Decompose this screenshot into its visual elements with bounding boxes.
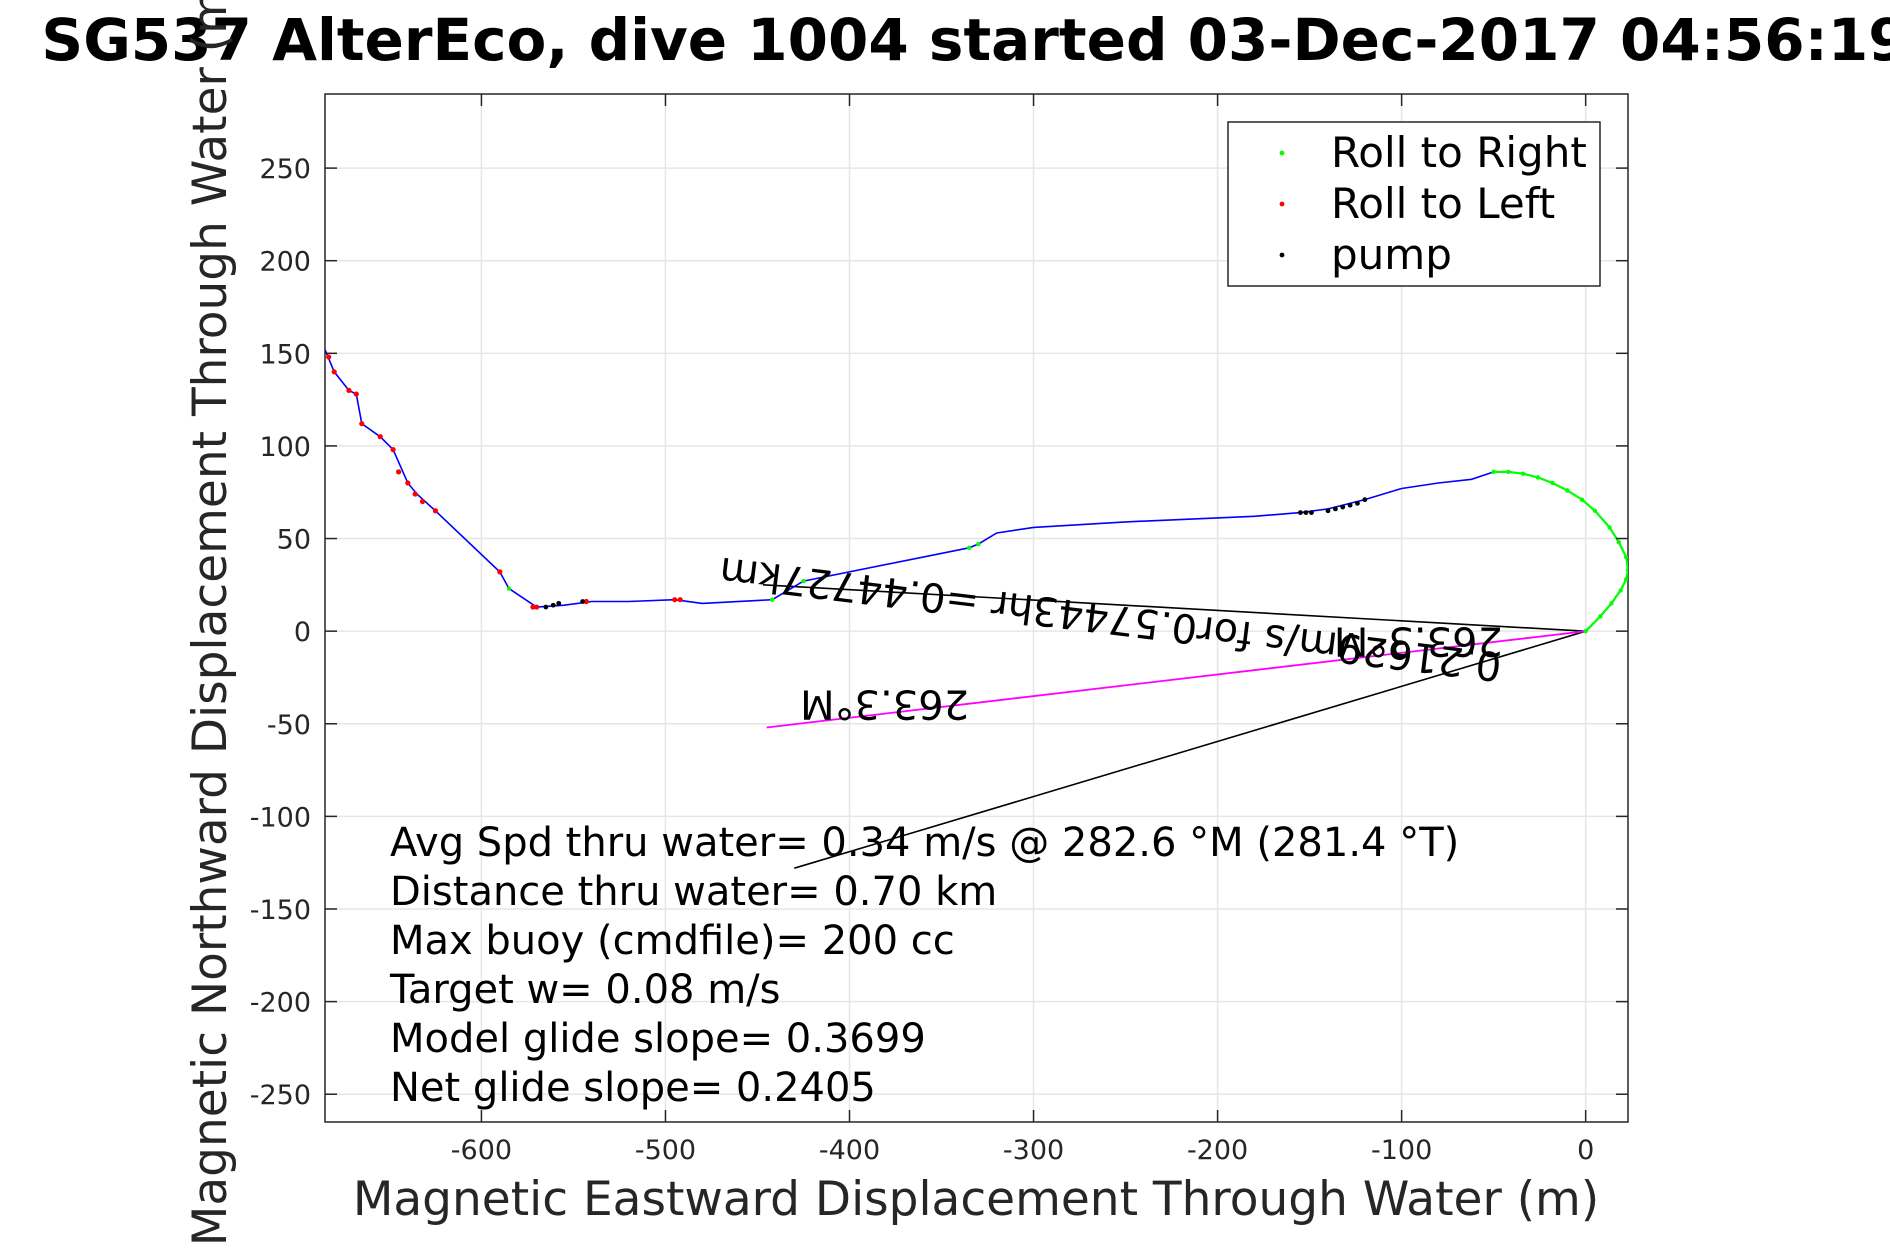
stat-line: Avg Spd thru water= 0.34 m/s @ 282.6 °M … bbox=[390, 820, 1459, 866]
roll-right-point bbox=[1520, 471, 1526, 476]
rotated-annotation: 263.3°M bbox=[1334, 617, 1503, 663]
roll-left-point bbox=[412, 491, 418, 497]
legend-box bbox=[1227, 121, 1601, 287]
legend-marker bbox=[1279, 252, 1285, 258]
y-tick-label: -250 bbox=[250, 1080, 311, 1111]
roll-left-point bbox=[331, 369, 337, 375]
y-tick-label: -50 bbox=[267, 710, 311, 741]
y-tick-label: -150 bbox=[250, 895, 311, 926]
roll-right-point bbox=[1607, 525, 1612, 530]
legend-label: pump bbox=[1331, 230, 1452, 279]
roll-left-point bbox=[359, 421, 365, 427]
roll-left-point bbox=[396, 469, 402, 475]
roll-left-point bbox=[419, 498, 426, 505]
stat-line: Net glide slope= 0.2405 bbox=[390, 1065, 876, 1111]
roll-right-point bbox=[1623, 577, 1628, 582]
pump-point bbox=[1340, 504, 1346, 510]
x-tick-label: -400 bbox=[819, 1135, 880, 1166]
roll-left-point bbox=[497, 569, 503, 575]
roll-left-point bbox=[677, 597, 683, 603]
roll-right-point bbox=[506, 586, 512, 591]
roll-right-point bbox=[966, 545, 972, 551]
roll-right-point bbox=[1618, 588, 1623, 593]
y-tick-label: 100 bbox=[259, 432, 311, 463]
y-tick-label: 0 bbox=[294, 617, 311, 648]
pump-point bbox=[1309, 510, 1314, 516]
roll-right-point bbox=[1625, 567, 1628, 573]
stat-line: Model glide slope= 0.3699 bbox=[390, 1016, 926, 1062]
roll-right-point bbox=[976, 541, 981, 547]
roll-left-point bbox=[346, 387, 352, 393]
pump-point bbox=[1347, 502, 1353, 508]
roll-left-point bbox=[353, 391, 359, 397]
legend-marker bbox=[1279, 201, 1285, 207]
roll-right-point bbox=[1583, 628, 1588, 634]
roll-left-point bbox=[672, 597, 678, 603]
roll-right-point bbox=[1491, 469, 1496, 475]
roll-left-point bbox=[390, 447, 396, 453]
roll-left-point bbox=[583, 598, 589, 605]
legend-label: Roll to Left bbox=[1331, 179, 1555, 228]
x-tick-label: -200 bbox=[1187, 1135, 1248, 1166]
roll-right-point bbox=[801, 578, 806, 584]
y-tick-label: 50 bbox=[277, 525, 311, 556]
roll-left-point bbox=[405, 480, 411, 486]
roll-right-point bbox=[1598, 614, 1603, 619]
net-displacement-line bbox=[766, 630, 1586, 729]
pump-point bbox=[1332, 506, 1338, 512]
stat-line: Distance thru water= 0.70 km bbox=[390, 869, 997, 915]
roll-right-point bbox=[1616, 540, 1621, 545]
reference-line bbox=[762, 584, 1586, 632]
pump-point bbox=[1325, 508, 1331, 514]
x-tick-label: -300 bbox=[1003, 1135, 1064, 1166]
stats-text-block: Avg Spd thru water= 0.34 m/s @ 282.6 °M … bbox=[389, 820, 1459, 1111]
roll-right-point bbox=[1550, 480, 1555, 486]
stat-line: Target w= 0.08 m/s bbox=[389, 967, 780, 1013]
x-tick-label: -100 bbox=[1371, 1135, 1432, 1166]
roll-left-point bbox=[534, 604, 540, 610]
plot-area-frame bbox=[324, 93, 1629, 1123]
pump-point bbox=[543, 604, 549, 610]
roll-left-point bbox=[326, 354, 332, 360]
roll-left-point bbox=[432, 508, 439, 514]
x-tick-label: -500 bbox=[635, 1135, 696, 1166]
legend-marker bbox=[1279, 150, 1285, 156]
roll-right-point bbox=[1506, 469, 1511, 475]
y-tick-label: 150 bbox=[259, 339, 311, 370]
y-tick-label: 250 bbox=[259, 154, 311, 185]
plot-series bbox=[325, 349, 1628, 869]
pump-point bbox=[1298, 510, 1303, 516]
pump-point bbox=[1362, 497, 1368, 503]
roll-right-point bbox=[1623, 554, 1628, 560]
x-tick-label: -600 bbox=[451, 1135, 512, 1166]
y-tick-label: 200 bbox=[259, 247, 311, 278]
axis-ticks: -600 -500 -400 -300 -200 -100 0 250 200 150 100 50 0… bbox=[250, 94, 1628, 1166]
chart-title: SG537 AlterEco, dive 1004 started 03-Dec… bbox=[41, 6, 1890, 74]
roll-left-point bbox=[377, 434, 383, 440]
pump-point bbox=[550, 602, 556, 608]
y-tick-label: -100 bbox=[250, 802, 311, 833]
stat-line: Max buoy (cmdfile)= 200 cc bbox=[390, 918, 955, 964]
roll-right-point bbox=[1592, 508, 1598, 513]
rotated-annotation: 263.3°M bbox=[800, 680, 969, 726]
pump-point bbox=[1303, 510, 1309, 516]
roll-right-point bbox=[1565, 488, 1570, 493]
roll-right-point bbox=[1535, 475, 1541, 480]
x-tick-label: 0 bbox=[1577, 1135, 1594, 1166]
legend-label: Roll to Right bbox=[1331, 128, 1587, 177]
y-tick-label: -200 bbox=[250, 988, 311, 1019]
pump-point bbox=[556, 600, 562, 606]
roll-right-point bbox=[1579, 497, 1585, 502]
y-axis-label: Magnetic Northward Displacement Through … bbox=[183, 0, 238, 1246]
reference-line bbox=[794, 630, 1586, 869]
roll-right-point bbox=[770, 597, 775, 602]
pump-point bbox=[580, 599, 586, 604]
roll-right-point bbox=[1609, 601, 1614, 606]
roll-left-point bbox=[530, 604, 536, 610]
pump-point bbox=[1355, 500, 1360, 506]
x-axis-label: Magnetic Eastward Displacement Through W… bbox=[353, 1172, 1599, 1227]
